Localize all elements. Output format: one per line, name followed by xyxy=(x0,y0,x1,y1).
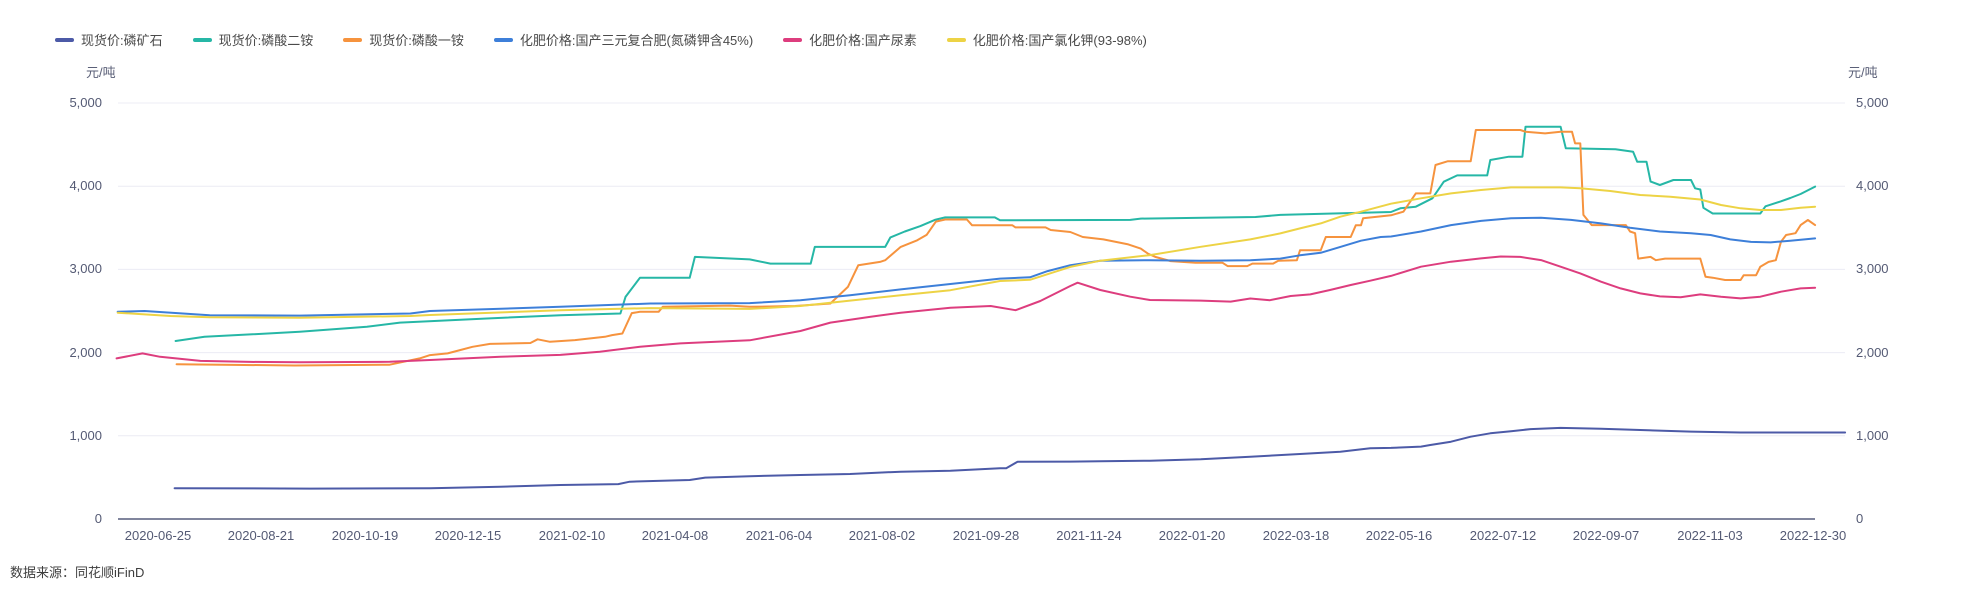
legend-label: 现货价:磷酸一铵 xyxy=(369,33,464,48)
y-tick-label-right: 5,000 xyxy=(1856,95,1889,110)
x-tick-label: 2020-08-21 xyxy=(227,528,295,543)
legend: 现货价:磷矿石 现货价:磷酸二铵 现货价:磷酸一铵 化肥价格:国产三元复合肥(氮磷钾含… xyxy=(55,30,1147,49)
legend-line-marker xyxy=(55,37,74,42)
series-line-4 xyxy=(115,255,1817,364)
legend-label: 现货价:磷矿石 xyxy=(81,33,163,48)
y-tick-label-left: 1,000 xyxy=(69,428,102,443)
legend-label: 化肥价格:国产氯化钾(93-98%) xyxy=(972,33,1147,48)
legend-line-marker xyxy=(946,37,966,42)
y-axis-unit-right: 元/吨 xyxy=(1848,65,1878,80)
x-tick-label: 2021-08-02 xyxy=(848,528,916,543)
legend-item-4[interactable]: 化肥价格:国产尿素 xyxy=(783,30,917,49)
legend-line-marker xyxy=(343,37,363,42)
x-tick-label: 2020-10-19 xyxy=(331,528,399,543)
x-tick-label: 2020-06-25 xyxy=(124,528,192,543)
x-tick-label: 2021-06-04 xyxy=(745,528,813,543)
x-tick-label: 2022-12-30 xyxy=(1779,528,1847,543)
y-tick-label-right: 2,000 xyxy=(1856,345,1889,360)
series-line-1 xyxy=(174,125,1817,342)
x-tick-label: 2021-09-28 xyxy=(952,528,1020,543)
x-tick-label: 2021-02-10 xyxy=(538,528,606,543)
legend-line-marker xyxy=(493,37,513,42)
legend-label: 化肥价格:国产三元复合肥(氮磷钾含45%) xyxy=(519,33,754,48)
legend-item-2[interactable]: 现货价:磷酸一铵 xyxy=(343,30,464,49)
y-tick-label-right: 1,000 xyxy=(1856,428,1889,443)
legend-item-0[interactable]: 现货价:磷矿石 xyxy=(55,30,163,49)
x-tick-label: 2022-09-07 xyxy=(1572,528,1640,543)
series-line-2 xyxy=(175,129,1817,367)
x-tick-label: 2021-11-24 xyxy=(1056,528,1122,543)
y-tick-label-left: 2,000 xyxy=(69,345,102,360)
y-tick-label-left: 0 xyxy=(94,511,102,526)
legend-line-marker xyxy=(783,37,803,42)
x-tick-label: 2022-05-16 xyxy=(1365,528,1433,543)
y-tick-label-right: 3,000 xyxy=(1856,261,1889,276)
series-line-3 xyxy=(116,216,1817,317)
x-tick-label: 2020-12-15 xyxy=(434,528,502,543)
legend-item-3[interactable]: 化肥价格:国产三元复合肥(氮磷钾含45%) xyxy=(493,30,754,49)
data-source-note: 数据来源：同花顺iFinD xyxy=(10,565,145,580)
x-tick-label: 2022-01-20 xyxy=(1158,528,1226,543)
y-tick-label-right: 4,000 xyxy=(1856,178,1889,193)
series-line-0 xyxy=(173,426,1847,490)
x-tick-label: 2022-07-12 xyxy=(1469,528,1537,543)
series-line-5 xyxy=(116,186,1817,319)
legend-item-5[interactable]: 化肥价格:国产氯化钾(93-98%) xyxy=(946,30,1147,49)
legend-label: 现货价:磷酸二铵 xyxy=(218,33,314,48)
legend-label: 化肥价格:国产尿素 xyxy=(809,33,917,48)
y-axis-unit-left: 元/吨 xyxy=(86,65,116,80)
x-tick-label: 2022-11-03 xyxy=(1677,528,1743,543)
legend-item-1[interactable]: 现货价:磷酸二铵 xyxy=(192,30,314,49)
legend-line-marker xyxy=(192,37,212,42)
y-tick-label-left: 3,000 xyxy=(69,261,102,276)
y-tick-label-left: 4,000 xyxy=(69,178,102,193)
y-tick-label-left: 5,000 xyxy=(69,95,102,110)
x-tick-label: 2022-03-18 xyxy=(1262,528,1330,543)
x-tick-label: 2021-04-08 xyxy=(641,528,709,543)
y-tick-label-right: 0 xyxy=(1856,511,1864,526)
